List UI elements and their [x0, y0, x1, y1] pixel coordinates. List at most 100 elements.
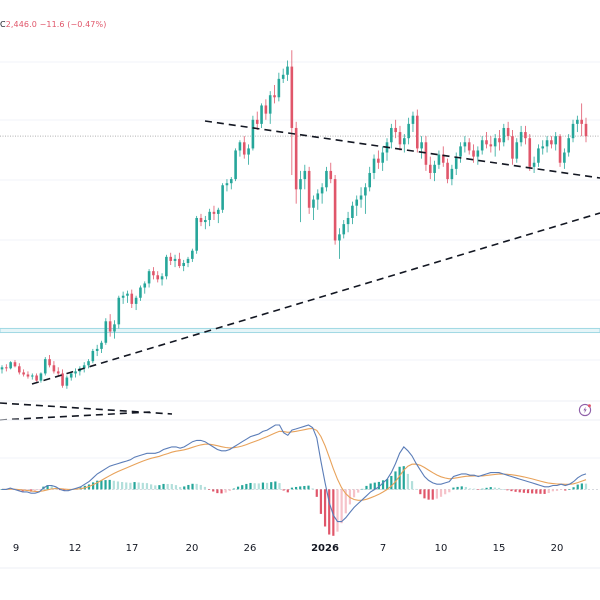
candle-body [580, 119, 583, 124]
macd-histogram-bar [178, 486, 182, 490]
macd-histogram-bar [195, 483, 198, 490]
candle-body [113, 324, 116, 332]
macd-histogram-bar [108, 479, 111, 490]
macd-histogram-bar [129, 482, 132, 490]
candle-body [441, 154, 445, 163]
lower-left-trendline[interactable] [0, 402, 173, 415]
macd-histogram-bar [365, 485, 368, 490]
macd-histogram-bar [116, 481, 120, 490]
macd-histogram-bar [174, 485, 178, 490]
macd-line [2, 424, 587, 523]
candle-body [454, 156, 458, 169]
candle-body [143, 283, 147, 288]
candle-body [515, 142, 519, 159]
lightning-bolt-icon[interactable] [578, 403, 592, 417]
x-tick-label: 17 [126, 543, 139, 554]
candle-body [82, 365, 86, 369]
candle-body [216, 209, 220, 214]
macd-histogram-bar [419, 489, 422, 495]
macd-histogram-bar [435, 489, 438, 499]
macd-histogram-bar [361, 488, 364, 490]
support-band[interactable] [0, 327, 600, 334]
macd-histogram-bar [253, 483, 256, 490]
candle-body [195, 217, 198, 251]
macd-histogram-bar [398, 466, 401, 490]
macd-histogram-bar [518, 489, 521, 493]
macd-histogram-bar [311, 488, 314, 490]
macd-histogram-bar [315, 489, 318, 497]
candle-body [225, 183, 229, 186]
candle-body [156, 275, 160, 280]
candle-body [316, 193, 320, 200]
candle-body [528, 138, 532, 167]
candle-body [199, 217, 203, 223]
candles [0, 50, 588, 389]
macd-histogram-bar [278, 483, 281, 490]
macd-histogram-bar [551, 489, 554, 492]
trendlines[interactable] [0, 120, 600, 421]
macd-histogram-bar [394, 471, 397, 490]
candle-body [65, 377, 69, 386]
candle-body [312, 199, 315, 208]
candle-body [178, 258, 181, 267]
lower-trendline[interactable] [31, 212, 600, 385]
macd-histogram-bar [489, 487, 492, 490]
candle-body [30, 375, 34, 377]
macd-histogram-bar [104, 480, 107, 490]
candle-body [467, 142, 471, 151]
candle-body [18, 366, 21, 373]
macd-histogram-bar [560, 489, 563, 490]
candle-body [104, 321, 108, 343]
candle-body [355, 199, 359, 206]
macd-histogram-bar [203, 486, 207, 490]
upper-trendline[interactable] [204, 120, 600, 179]
macd-histogram-bar [299, 486, 302, 490]
macd-histogram-bar [141, 482, 144, 490]
macd-histogram-bar [187, 484, 190, 490]
candle-body [147, 271, 151, 284]
candle-body [299, 179, 302, 190]
candle-body [428, 164, 432, 173]
macd-histogram-bar [576, 484, 579, 490]
macd-histogram-bar [502, 489, 505, 490]
candle-body [372, 158, 376, 173]
candle-body [342, 224, 346, 235]
candle-body [56, 371, 60, 374]
macd-histogram-bar [357, 489, 360, 493]
lower-left-trendline-2[interactable] [0, 411, 151, 421]
candle-body [26, 374, 30, 377]
candle-body [346, 217, 350, 225]
candle-body [52, 365, 56, 372]
candle-body [359, 195, 363, 200]
grid [0, 61, 600, 459]
macd-histogram-bar [166, 483, 169, 490]
candle-body [126, 293, 129, 296]
x-tick-label: 12 [69, 543, 82, 554]
macd-histogram-bar [390, 475, 393, 490]
macd-histogram-bar [50, 485, 53, 490]
candle-body [550, 140, 553, 145]
candle-body [43, 359, 47, 374]
macd-histogram-bar [212, 489, 215, 492]
ohlc-header: C2,446.0 −11.6 (−0.47%) [0, 20, 106, 29]
macd-histogram-bar [199, 484, 202, 490]
candle-body [22, 372, 25, 375]
macd-histogram-bar [439, 489, 443, 497]
macd-histogram-bar [369, 483, 372, 490]
candle-body [333, 179, 337, 241]
candle-body [563, 152, 566, 163]
candle-body [398, 132, 402, 145]
candle-body [182, 262, 185, 267]
macd-histogram-bar [100, 480, 103, 490]
candle-body [437, 154, 441, 165]
support-zone[interactable] [0, 327, 600, 334]
candle-body [433, 164, 436, 173]
candle-body [281, 74, 285, 79]
macd-histogram-bar [344, 489, 347, 514]
macd-histogram-bar [336, 489, 339, 532]
candle-body [186, 258, 190, 263]
macd-histogram-bar [340, 489, 343, 524]
pane-separator[interactable] [0, 400, 600, 569]
candle-body [364, 187, 367, 196]
